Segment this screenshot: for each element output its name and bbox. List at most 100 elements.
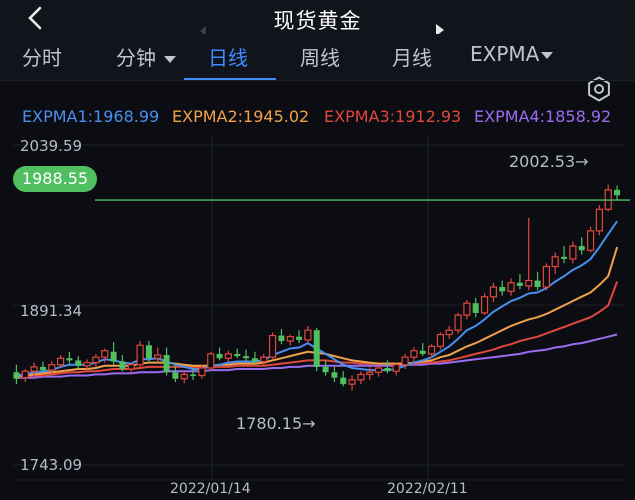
candle-body-up <box>83 361 91 367</box>
candle-body-up <box>21 370 29 379</box>
low-price-annotation: 1780.15→ <box>236 414 316 433</box>
candle-body-down <box>499 287 506 292</box>
candle-body-up <box>101 350 109 358</box>
expma3-legend: EXPMA3:1912.93 <box>324 107 462 126</box>
candle-body-up <box>410 350 418 358</box>
candle-body-down <box>234 353 241 357</box>
candle-body-down <box>66 358 73 361</box>
annotation-value: 1780.15 <box>236 414 303 433</box>
candle-body-down <box>39 366 46 371</box>
tab-weekly[interactable]: 周线 <box>300 42 340 71</box>
high-price-annotation: 2002.53→ <box>509 152 589 171</box>
candle-body-up <box>569 245 577 260</box>
candle-body-up <box>463 302 471 316</box>
chevron-down-icon <box>541 52 554 59</box>
candle-body-up <box>260 356 268 363</box>
top-bar: 现货黄金 <box>0 0 635 36</box>
candle-body-down <box>110 351 117 362</box>
candle-body-down <box>172 372 179 379</box>
price-axis-bottom: 1743.09 <box>20 456 83 474</box>
active-tab-indicator <box>184 78 276 81</box>
candle-body-up <box>127 364 135 370</box>
candle-body-up <box>92 356 100 364</box>
candle-body-down <box>340 377 347 385</box>
page-title: 现货黄金 <box>273 9 362 33</box>
tab-intraday[interactable]: 分时 <box>22 42 62 71</box>
candle-body-up <box>542 265 550 288</box>
candle-body-up <box>348 379 356 385</box>
candle-body-down <box>614 189 621 196</box>
candle-body-up <box>304 329 312 341</box>
candle-body-up <box>136 344 144 366</box>
candle-body-up <box>198 367 206 377</box>
candle-body-down <box>278 335 285 341</box>
candle-body-up <box>207 353 215 369</box>
candle-body-up <box>357 373 365 381</box>
candle-body-down <box>145 345 152 359</box>
previous-instrument-icon[interactable] <box>200 26 206 36</box>
annotation-value: 2002.53 <box>509 152 576 171</box>
divider <box>0 80 635 81</box>
candle-body-up <box>436 333 444 347</box>
arrow-right-icon: → <box>302 414 316 433</box>
tab-label: 分时 <box>22 46 62 70</box>
expma2-legend: EXPMA2:1945.02 <box>172 107 310 126</box>
tab-label: 日线 <box>208 46 248 70</box>
candle-body-down <box>243 356 250 359</box>
candle-body-down <box>331 372 338 378</box>
tab-label: 月线 <box>392 46 432 70</box>
candle-body-up <box>374 367 383 373</box>
candle-body-down <box>119 361 126 370</box>
candle-body-up <box>595 208 603 232</box>
candle-body-up <box>551 256 559 268</box>
candle-body-up <box>56 357 65 366</box>
timeframe-tabs: 分时 分钟 日线 周线 月线 EXPMA <box>0 34 635 102</box>
candle-body-down <box>578 246 585 251</box>
tab-daily[interactable]: 日线 <box>208 42 248 71</box>
candle-body-down <box>296 336 303 340</box>
candle-body-down <box>322 366 329 373</box>
candle-body-up <box>286 336 294 342</box>
arrow-right-icon: → <box>575 152 589 171</box>
tab-indicator-select[interactable]: EXPMA <box>470 42 554 66</box>
chevron-left-icon[interactable] <box>24 6 48 30</box>
candle-body-down <box>75 360 82 366</box>
tab-label: EXPMA <box>470 42 540 66</box>
candle-body-up <box>445 329 453 336</box>
candle-body-up <box>586 230 595 251</box>
tab-monthly[interactable]: 月线 <box>392 42 432 71</box>
candle-body-up <box>427 345 436 355</box>
expma4-legend: EXPMA4:1858.92 <box>474 107 612 126</box>
next-instrument-icon[interactable] <box>436 24 444 36</box>
candle-body-down <box>216 353 223 359</box>
chevron-down-icon <box>164 56 176 63</box>
candle-body-down <box>516 282 523 286</box>
candle-body-down <box>190 374 197 376</box>
tab-label: 分钟 <box>116 46 156 70</box>
candle-body-up <box>507 282 515 292</box>
candle-body-up <box>392 364 400 372</box>
candle-body-up <box>154 354 162 359</box>
candle-body-down <box>251 358 258 362</box>
tab-label: 周线 <box>300 46 340 70</box>
candle-body-up <box>224 353 233 359</box>
candle-body-down <box>472 303 479 313</box>
candle-body-down <box>419 350 426 354</box>
candle-body-down <box>561 256 568 259</box>
candle-body-up <box>489 286 497 298</box>
candle-body-up <box>454 314 462 331</box>
tab-minute[interactable]: 分钟 <box>116 42 176 71</box>
candle-body-up <box>480 296 489 314</box>
date-axis-label: 2022/01/14 <box>170 481 251 497</box>
candle-body-up <box>48 364 56 371</box>
date-axis-label: 2022/02/11 <box>387 481 468 497</box>
gear-icon[interactable] <box>586 76 612 102</box>
candle-body-up <box>525 279 533 287</box>
candle-body-down <box>384 367 391 372</box>
candle-body-down <box>163 355 170 373</box>
current-price-badge: 1988.55 <box>13 166 97 192</box>
expma1-legend: EXPMA1:1968.99 <box>22 107 160 126</box>
price-axis-top: 2039.59 <box>20 137 83 155</box>
candle-body-up <box>366 371 374 376</box>
